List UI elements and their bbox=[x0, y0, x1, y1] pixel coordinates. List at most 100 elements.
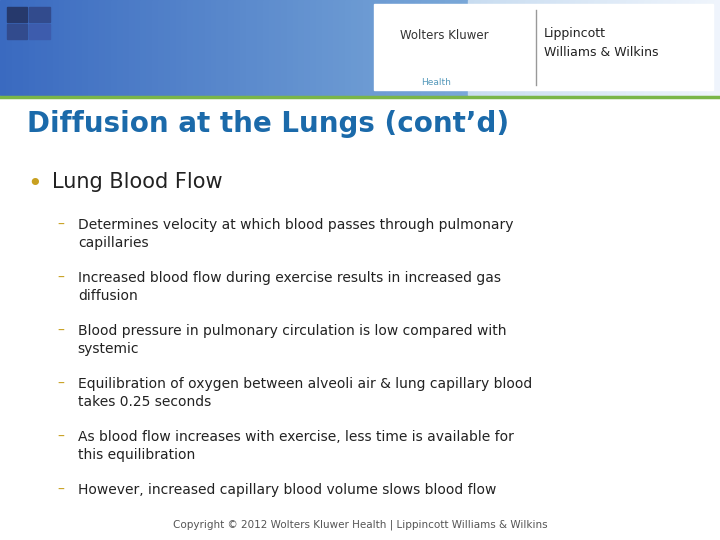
Bar bbox=[481, 0, 487, 94]
Bar bbox=[544, 0, 551, 94]
Bar bbox=[316, 0, 323, 94]
Bar bbox=[369, 0, 375, 94]
Text: Equilibration of oxygen between alveoli air & lung capillary blood
takes 0.25 se: Equilibration of oxygen between alveoli … bbox=[78, 377, 532, 409]
Bar bbox=[468, 0, 475, 94]
Bar bbox=[456, 0, 463, 94]
Text: Blood pressure in pulmonary circulation is low compared with
systemic: Blood pressure in pulmonary circulation … bbox=[78, 324, 506, 356]
Bar bbox=[64, 0, 71, 94]
Bar bbox=[582, 0, 588, 94]
Bar bbox=[657, 0, 664, 94]
Bar bbox=[588, 0, 595, 94]
Bar bbox=[322, 0, 328, 94]
Bar bbox=[211, 0, 217, 94]
Text: •: • bbox=[27, 172, 42, 196]
Text: Copyright © 2012 Wolters Kluwer Health | Lippincott Williams & Wilkins: Copyright © 2012 Wolters Kluwer Health |… bbox=[173, 520, 547, 530]
Bar bbox=[99, 0, 106, 94]
Bar bbox=[351, 0, 358, 94]
Bar bbox=[707, 0, 714, 94]
Bar bbox=[613, 0, 620, 94]
Bar bbox=[269, 0, 276, 94]
Bar bbox=[386, 0, 392, 94]
Bar bbox=[562, 0, 570, 94]
Bar bbox=[287, 0, 293, 94]
Bar bbox=[53, 0, 59, 94]
Bar bbox=[663, 0, 670, 94]
Bar bbox=[292, 0, 299, 94]
Bar bbox=[158, 0, 165, 94]
Bar bbox=[451, 0, 457, 94]
Bar bbox=[30, 0, 36, 94]
Bar bbox=[82, 0, 89, 94]
Bar bbox=[30, 7, 50, 22]
Bar bbox=[670, 0, 677, 94]
Bar bbox=[258, 0, 264, 94]
Bar bbox=[193, 0, 199, 94]
Text: Increased blood flow during exercise results in increased gas
diffusion: Increased blood flow during exercise res… bbox=[78, 271, 501, 303]
Text: –: – bbox=[58, 324, 65, 338]
Bar bbox=[487, 0, 494, 94]
Bar bbox=[181, 0, 188, 94]
Bar bbox=[415, 0, 422, 94]
Bar bbox=[421, 0, 428, 94]
Bar bbox=[30, 24, 50, 39]
Bar bbox=[88, 0, 94, 94]
Bar bbox=[619, 0, 626, 94]
Bar bbox=[556, 0, 563, 94]
Text: As blood flow increases with exercise, less time is available for
this equilibra: As blood flow increases with exercise, l… bbox=[78, 430, 513, 462]
Bar bbox=[714, 0, 720, 94]
Bar bbox=[626, 0, 633, 94]
Bar bbox=[41, 0, 48, 94]
Bar bbox=[17, 0, 24, 94]
Bar bbox=[240, 0, 246, 94]
Bar bbox=[550, 0, 557, 94]
Bar bbox=[500, 0, 507, 94]
Text: However, increased capillary blood volume slows blood flow: However, increased capillary blood volum… bbox=[78, 483, 496, 497]
Bar bbox=[47, 0, 53, 94]
Bar bbox=[6, 0, 12, 94]
Bar bbox=[531, 0, 538, 94]
Bar bbox=[397, 0, 405, 94]
Bar bbox=[345, 0, 352, 94]
Bar bbox=[7, 7, 27, 22]
Bar bbox=[71, 0, 77, 94]
Bar bbox=[129, 0, 135, 94]
Bar bbox=[251, 0, 258, 94]
Bar bbox=[651, 0, 658, 94]
Bar bbox=[392, 0, 399, 94]
Bar bbox=[683, 0, 689, 94]
Bar bbox=[594, 0, 601, 94]
Bar bbox=[505, 0, 513, 94]
Bar bbox=[298, 0, 305, 94]
Bar bbox=[234, 0, 240, 94]
Text: Lung Blood Flow: Lung Blood Flow bbox=[52, 172, 222, 192]
Text: –: – bbox=[58, 430, 65, 444]
Bar bbox=[199, 0, 205, 94]
Bar bbox=[23, 0, 30, 94]
Bar bbox=[111, 0, 117, 94]
Text: Determines velocity at which blood passes through pulmonary
capillaries: Determines velocity at which blood passe… bbox=[78, 218, 513, 250]
Bar bbox=[537, 0, 544, 94]
Bar bbox=[606, 0, 613, 94]
Bar bbox=[695, 0, 702, 94]
Bar bbox=[204, 0, 212, 94]
Bar bbox=[525, 0, 531, 94]
Bar bbox=[462, 0, 469, 94]
Text: Williams & Wilkins: Williams & Wilkins bbox=[544, 46, 658, 59]
Bar bbox=[176, 0, 182, 94]
Bar bbox=[246, 0, 252, 94]
Bar bbox=[569, 0, 576, 94]
Bar bbox=[427, 0, 433, 94]
Bar bbox=[264, 0, 270, 94]
Bar bbox=[638, 0, 645, 94]
Bar bbox=[363, 0, 369, 94]
Bar bbox=[217, 0, 223, 94]
Text: –: – bbox=[58, 271, 65, 285]
Bar bbox=[58, 0, 65, 94]
Bar bbox=[187, 0, 194, 94]
Text: Diffusion at the Lungs (cont’d): Diffusion at the Lungs (cont’d) bbox=[27, 110, 510, 138]
Bar bbox=[357, 0, 364, 94]
Bar bbox=[305, 0, 311, 94]
Bar bbox=[333, 0, 340, 94]
Bar bbox=[701, 0, 708, 94]
Bar bbox=[146, 0, 153, 94]
